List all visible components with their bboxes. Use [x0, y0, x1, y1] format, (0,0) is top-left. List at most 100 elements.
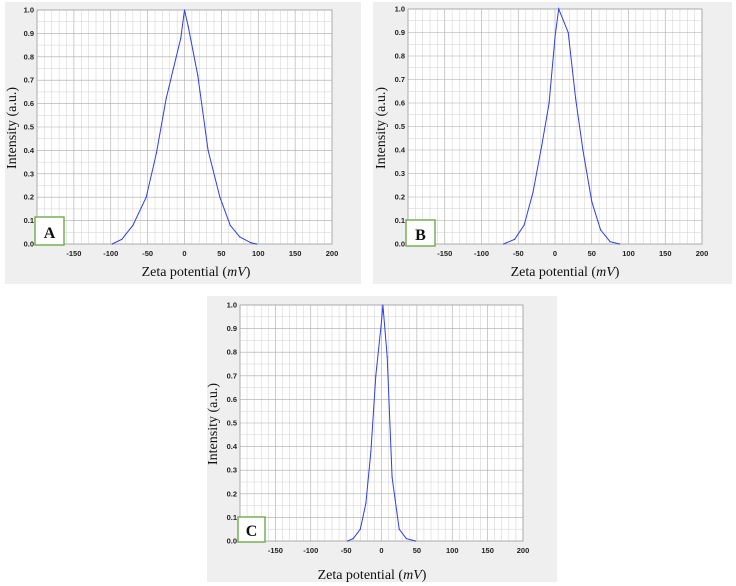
panel-b-y-ticks: 0.0 0.1 0.2 0.3 0.4 0.5 0.6 0.7 0.8 0.9 1.0 [395, 5, 406, 249]
panel-b-y-tick-label: 0.5 [395, 122, 405, 131]
panel-c-data-point [414, 540, 417, 542]
panel-c-y-tick-label: 0.3 [227, 466, 237, 475]
panel-c-x-axis-label-text: Zeta potential [318, 568, 395, 583]
panel-a: 0.00.10.20.30.40.50.60.70.80.91.0 -150 -1… [5, 2, 361, 284]
panel-a-y-tick-label: 0.2 [24, 193, 34, 202]
panel-c-data-point [405, 538, 407, 540]
panel-b-x-tick-label: -150 [437, 249, 452, 258]
panel-c-y-tick-label: 0.7 [227, 371, 237, 380]
panel-a-data-point [155, 152, 158, 154]
panel-a-y-tick-label: 0.5 [24, 123, 34, 132]
panel-c-x-tick-label: 50 [413, 546, 421, 555]
panel-c-y-tick-label: 1.0 [227, 301, 237, 310]
panel-c-y-tick-label: 0.1 [227, 513, 237, 522]
panel-b-data-point [523, 224, 525, 226]
panel-a-y-tick-label: 0.3 [24, 169, 34, 178]
panel-b-y-tick-label: 1.0 [395, 5, 405, 14]
panel-b-y-tick-label: 0.4 [395, 146, 406, 155]
panel-c-x-tick-label: 100 [446, 546, 459, 555]
panel-c-y-tick-label: 0.9 [227, 324, 237, 333]
panel-b-data-point [558, 8, 560, 10]
panel-a-x-tick-label: 100 [252, 249, 265, 258]
panel-a-grid [36, 9, 333, 245]
panel-a-x-tick-label: 0 [182, 249, 186, 258]
panel-a-y-tick-label: 0.1 [24, 216, 34, 225]
panel-a-y-ticks: 0.0 0.1 0.2 0.3 0.4 0.5 0.6 0.7 0.8 0.9 1.0 [24, 6, 35, 249]
panel-a-data-point [172, 67, 174, 70]
panel-c-data-point [380, 320, 383, 323]
panel-c-data-point [346, 540, 349, 542]
panel-b-letter: B [415, 227, 426, 244]
panel-a-data-point [187, 25, 189, 27]
panel-a-series [111, 9, 258, 245]
panel-b-x-axis-label-text: Zeta potential [511, 265, 588, 280]
panel-c-data-point [359, 528, 361, 530]
panel-b-data-point [591, 201, 593, 203]
panel-b-data-point [548, 102, 550, 104]
panel-a-x-tick-label: -100 [103, 249, 118, 258]
panel-a-x-tick-label: -50 [142, 249, 153, 258]
panel-c-x-tick-label: -150 [268, 546, 283, 555]
panel-c-x-tick-label: -50 [341, 546, 352, 555]
panel-b-data-point [609, 241, 611, 243]
panel-c-data-point [365, 502, 367, 504]
panel-a-data-point [250, 242, 252, 244]
panel-a-y-tick-label: 0.4 [24, 146, 35, 155]
panel-a-y-tick-label: 0.8 [24, 52, 34, 61]
panel-b-y-tick-label: 0.9 [395, 28, 405, 37]
panel-b-x-tick-label: -100 [474, 249, 489, 258]
panel-c-y-tick-label: 0.2 [227, 489, 237, 498]
panel-c-y-tick-label: 0.6 [227, 395, 237, 404]
panel-c-x-ticks: -150 -100 -50 0 50 100 150 200 [268, 546, 529, 555]
panel-c-y-tick-label: 0.5 [227, 419, 237, 428]
panel-b-x-axis-unit: mV [596, 265, 616, 280]
panel-b-y-tick-label: 0.2 [395, 193, 405, 202]
panel-b-data-point [600, 229, 602, 231]
panel-c-y-tick-label: 0.0 [227, 537, 237, 546]
panel-a-data-point [180, 37, 182, 39]
panel-a-data-point [111, 243, 113, 245]
panel-c-x-tick-label: 150 [481, 546, 494, 555]
panel-c-data-point [398, 528, 400, 530]
panel-a-x-axis-unit: mV [227, 265, 247, 280]
panel-b-data-point [619, 243, 621, 245]
panel-b-data-point [575, 97, 577, 99]
panel-a-letter: A [44, 225, 56, 242]
panel-b-letter-box [405, 219, 436, 247]
panel-a-x-tick-label: 200 [326, 249, 339, 258]
panel-c-x-tick-label: 200 [517, 546, 530, 555]
panel-a-data-point [121, 238, 123, 240]
panel-a-letter-box [34, 216, 65, 246]
panel-a-y-axis-label: Intensity (a.u.) [5, 87, 20, 169]
panel-a-data-point [197, 74, 199, 77]
panel-c-y-ticks: 0.0 0.1 0.2 0.3 0.4 0.5 0.6 0.7 0.8 0.9 1.0 [227, 301, 238, 546]
panel-a-data-point [132, 224, 134, 226]
panel-b-data-point [503, 243, 505, 245]
panel-a-data-point [183, 9, 186, 11]
panel-b-data-point [514, 238, 516, 240]
panel-b-data-point [532, 191, 534, 193]
panel-a-x-ticks: -150 -100 -50 0 50 100 150 200 [66, 249, 338, 258]
panel-b-y-axis-label: Intensity (a.u.) [374, 87, 389, 169]
panel-a-data-point [207, 149, 209, 151]
panel-a-x-tick-label: 150 [289, 249, 302, 258]
panel-b-y-tick-label: 0.1 [395, 216, 405, 225]
panel-a-y-tick-label: 0.0 [24, 240, 34, 249]
panel-c-data-point [370, 450, 372, 452]
panel-a-y-tick-label: 0.6 [24, 99, 34, 108]
panel-b-x-tick-label: 150 [659, 249, 672, 258]
panel-c-data-point [382, 304, 384, 306]
panel-c-data-point [375, 375, 377, 377]
panel-b-y-tick-label: 0.0 [395, 240, 405, 249]
panel-b-series [503, 7, 621, 245]
panel-b-y-tick-label: 0.6 [395, 99, 405, 108]
panel-b: 0.00.10.20.30.40.50.60.70.80.91.0 -150 -1… [373, 2, 732, 284]
panel-c-x-tick-label: 0 [379, 546, 383, 555]
panel-c-data-point [352, 538, 354, 540]
panel-b-data-point [582, 149, 584, 151]
panel-a-data-point [165, 98, 167, 100]
panel-a-data-point [239, 236, 241, 238]
panel-a-x-tick-label: -150 [66, 249, 81, 258]
panel-b-x-tick-label: 200 [696, 249, 709, 258]
